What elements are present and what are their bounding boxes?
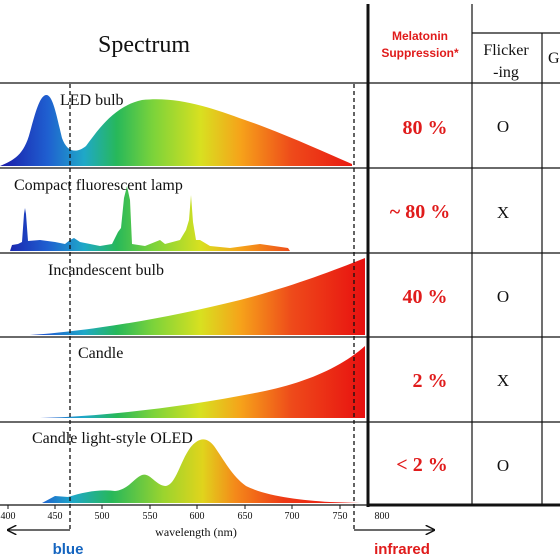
spectrum-curves xyxy=(0,94,365,503)
flicker-value: X xyxy=(497,371,509,390)
blue-band-label: blue xyxy=(53,541,84,558)
row-label-incandescent: Incandescent bulb xyxy=(48,262,164,279)
axis-tick-label: 550 xyxy=(143,511,158,522)
flicker-value: O xyxy=(497,117,509,136)
axis-tick-label: 400 xyxy=(1,511,16,522)
melatonin-header-line1: Melatonin xyxy=(392,29,448,43)
melatonin-value: ~ 80 % xyxy=(390,201,450,223)
flicker-value: O xyxy=(497,287,509,306)
row-label-led-bulb: LED bulb xyxy=(60,92,124,109)
axis-tick-label: 450 xyxy=(48,511,63,522)
flicker-value: O xyxy=(497,456,509,475)
melatonin-value: 40 % xyxy=(403,286,448,308)
row-label-oled: Candle light-style OLED xyxy=(32,430,193,447)
oled-spectrum xyxy=(42,439,360,503)
axis-tick-label: 800 xyxy=(375,511,390,522)
axis-tick-marks xyxy=(7,505,341,509)
row-label-cfl: Compact fluorescent lamp xyxy=(14,177,183,194)
melatonin-value: 80 % xyxy=(403,117,448,139)
axis-tick-label: 700 xyxy=(285,511,300,522)
melatonin-value: 2 % xyxy=(413,370,448,392)
melatonin-value: < 2 % xyxy=(396,454,447,476)
candle-spectrum xyxy=(0,346,365,418)
flicker-header-line1: Flicker xyxy=(483,42,529,59)
axis-tick-label: 500 xyxy=(95,511,110,522)
partial-column-header: G xyxy=(548,50,560,67)
axis-tick-label: 650 xyxy=(238,511,253,522)
infrared-band-label: infrared xyxy=(374,541,430,558)
incandescent-spectrum xyxy=(0,258,365,335)
spectrum-title: Spectrum xyxy=(98,32,190,58)
cfl-spectrum xyxy=(10,186,290,251)
flicker-value: X xyxy=(497,203,509,222)
wavelength-axis: 400 450 500 550 600 650 700 750 800 wave… xyxy=(0,504,390,539)
flicker-header-line2: -ing xyxy=(493,64,519,81)
axis-tick-label: 750 xyxy=(333,511,348,522)
row-label-candle: Candle xyxy=(78,345,123,362)
axis-tick-label: 600 xyxy=(190,511,205,522)
band-guides xyxy=(69,84,355,530)
axis-title: wavelength (nm) xyxy=(155,525,237,539)
led-bulb-spectrum xyxy=(0,94,352,166)
melatonin-header-line2: Suppression* xyxy=(381,46,459,60)
